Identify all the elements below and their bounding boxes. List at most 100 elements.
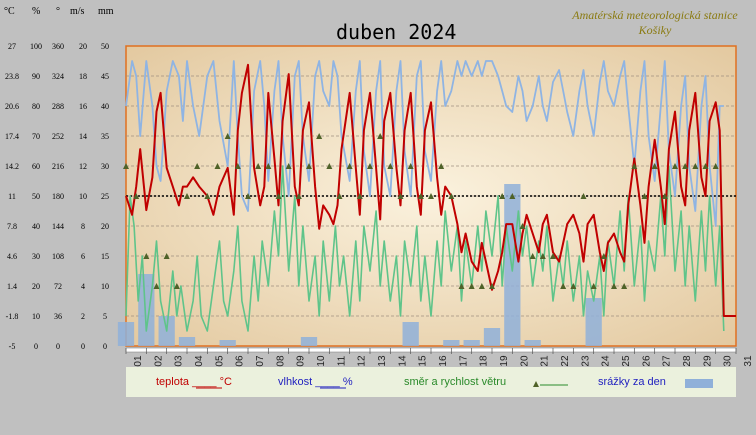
wind-direction-marker [570, 283, 577, 289]
x-tick-label: 14 [397, 355, 408, 367]
tick-label-direction: 108 [52, 252, 64, 261]
legend-wind-marker [533, 381, 539, 387]
tick-label-temperature: 27 [8, 42, 16, 51]
wind-direction-marker [682, 163, 689, 169]
wind-direction-marker [285, 163, 292, 169]
humidity-line [125, 60, 724, 227]
tick-label-rain: 20 [101, 222, 109, 231]
wind-direction-marker [143, 253, 150, 259]
tick-label-humidity: 0 [34, 342, 38, 351]
station-name: Amatérská meteorologická stanice Košiky [572, 8, 738, 37]
tick-label-rain: 5 [103, 312, 107, 321]
x-tick-label: 06 [235, 355, 246, 367]
wind-direction-marker [458, 283, 465, 289]
x-tick-label: 21 [540, 355, 551, 367]
tick-label-temperature: -5 [9, 342, 16, 351]
chart-title: duben 2024 [336, 20, 457, 44]
wind-direction-marker [539, 253, 546, 259]
wind-direction-marker [478, 283, 485, 289]
x-tick-label: 13 [377, 355, 388, 367]
wind-direction-marker [133, 193, 140, 199]
tick-label-humidity: 50 [32, 192, 40, 201]
tick-label-direction: 288 [52, 102, 64, 111]
rain-bar [524, 340, 541, 346]
wind-direction-marker [153, 283, 160, 289]
wind-direction-marker [224, 133, 231, 139]
x-tick-label: 23 [580, 355, 591, 367]
x-tick-label: 12 [357, 355, 368, 367]
tick-label-temperature: -1.8 [6, 312, 19, 321]
wind-direction-marker [448, 193, 455, 199]
wind-direction-marker [194, 163, 201, 169]
tick-label-rain: 25 [101, 192, 109, 201]
wind-direction-marker [377, 133, 384, 139]
x-tick-label: 08 [275, 355, 286, 367]
tick-label-temperature: 20.6 [5, 102, 19, 111]
wind-direction-marker [356, 193, 363, 199]
tick-label-rain: 15 [101, 252, 109, 261]
tick-label-humidity: 80 [32, 102, 40, 111]
x-tick-label: 22 [560, 355, 571, 367]
tick-label-humidity: 100 [30, 42, 42, 51]
tick-label-humidity: 90 [32, 72, 40, 81]
tick-label-direction: 324 [52, 72, 64, 81]
tick-label-wind: 12 [79, 162, 87, 171]
temperature-line [125, 63, 736, 317]
tick-label-direction: 360 [52, 42, 64, 51]
tick-label-wind: 10 [79, 192, 87, 201]
x-tick-label: 10 [316, 355, 327, 367]
tick-label-rain: 50 [101, 42, 109, 51]
wind-direction-marker [550, 253, 556, 259]
wind-direction-marker [245, 193, 251, 199]
wind-direction-marker [509, 193, 516, 199]
tick-label-direction: 252 [52, 132, 64, 141]
rain-bar [443, 340, 460, 346]
x-tick-label: 27 [662, 355, 673, 367]
tick-label-direction: 36 [54, 312, 62, 321]
wind-direction-marker [336, 193, 343, 199]
wind-direction-marker [387, 163, 394, 169]
wind-direction-marker [346, 163, 353, 169]
x-tick-label: 28 [682, 355, 693, 367]
unit-rain: mm [98, 6, 114, 17]
rain-bar [219, 340, 236, 346]
wind-direction-marker [580, 193, 587, 199]
wind-direction-marker [173, 283, 180, 289]
wind-direction-marker [661, 193, 668, 199]
legend-rain: srážky za den [598, 376, 666, 388]
tick-label-direction: 180 [52, 192, 64, 201]
x-tick-label: 04 [194, 355, 205, 367]
x-tick-label: 25 [621, 355, 632, 367]
tick-label-direction: 144 [52, 222, 64, 231]
tick-label-wind: 6 [81, 252, 85, 261]
wind-direction-marker [712, 163, 719, 169]
tick-label-wind: 16 [79, 102, 87, 111]
tick-label-rain: 40 [101, 102, 109, 111]
wind-direction-marker [123, 163, 129, 169]
tick-label-wind: 14 [79, 132, 87, 141]
rain-bar [178, 337, 196, 346]
x-tick-label: 16 [438, 355, 449, 367]
legend-temperature: teplota ____ °C [156, 376, 232, 388]
wind-direction-marker [397, 193, 404, 199]
tick-label-wind: 0 [81, 342, 85, 351]
tick-label-humidity: 70 [32, 132, 40, 141]
tick-label-temperature: 23.8 [5, 72, 19, 81]
tick-label-wind: 20 [79, 42, 87, 51]
x-tick-label: 18 [479, 355, 490, 367]
tick-label-direction: 0 [56, 342, 60, 351]
rain-bar [117, 322, 135, 346]
wind-direction-marker [672, 163, 678, 169]
tick-label-wind: 18 [79, 72, 87, 81]
wind-direction-marker [468, 283, 475, 289]
x-tick-label: 01 [133, 355, 144, 367]
x-tick-label: 02 [153, 355, 164, 367]
rain-bar [483, 328, 501, 346]
tick-label-humidity: 40 [32, 222, 40, 231]
tick-label-temperature: 7.8 [7, 222, 17, 231]
rain-bar [138, 274, 155, 346]
tick-label-humidity: 10 [32, 312, 40, 321]
wind-direction-marker [489, 283, 495, 289]
x-tick-label: 07 [255, 355, 266, 367]
